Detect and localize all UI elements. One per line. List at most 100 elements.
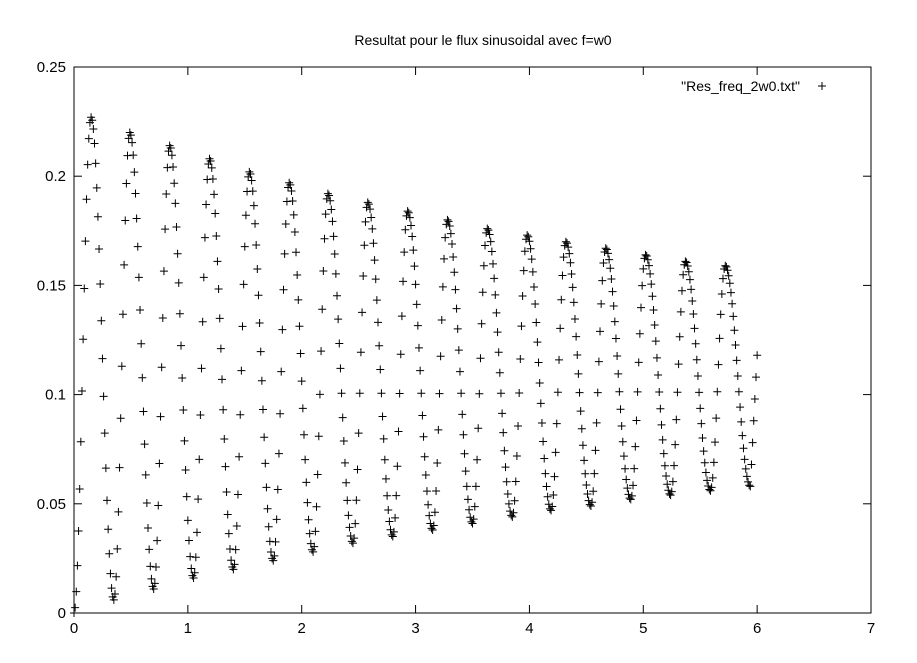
data-point (409, 246, 418, 255)
data-point (286, 180, 295, 189)
data-point (586, 501, 595, 510)
data-point (420, 452, 429, 461)
data-point (641, 250, 650, 259)
data-point (368, 224, 377, 233)
data-point (648, 292, 657, 301)
data-point (181, 465, 190, 474)
data-point (531, 299, 540, 308)
data-point (561, 237, 570, 246)
data-point (679, 270, 688, 279)
data-point (99, 392, 108, 401)
data-point (451, 285, 460, 294)
data-point (516, 355, 525, 364)
data-point (178, 373, 187, 382)
data-point (430, 508, 439, 517)
data-point (319, 267, 328, 276)
data-point (212, 232, 221, 241)
data-point (592, 418, 601, 427)
data-point (549, 490, 558, 499)
data-point (438, 282, 447, 291)
data-point (730, 326, 739, 335)
data-point (88, 116, 97, 125)
data-point (617, 422, 626, 431)
data-point (631, 442, 640, 451)
data-point (270, 551, 279, 560)
data-point (737, 417, 746, 426)
data-point (372, 296, 381, 305)
data-point (252, 241, 261, 250)
data-point (189, 574, 198, 583)
data-point (629, 481, 638, 490)
data-point (293, 271, 302, 280)
data-point (329, 232, 338, 241)
data-point (361, 217, 370, 226)
data-point (693, 372, 702, 381)
data-point (511, 477, 520, 486)
data-point (288, 197, 297, 206)
data-point (334, 315, 343, 324)
data-point (609, 301, 618, 310)
data-point (508, 512, 517, 521)
data-point (191, 553, 200, 562)
data-point (454, 346, 463, 355)
data-point (500, 446, 509, 455)
data-point (536, 399, 545, 408)
data-point (122, 179, 131, 188)
data-point (326, 196, 335, 205)
data-point (623, 484, 632, 493)
data-point (691, 339, 700, 348)
data-point (317, 347, 326, 356)
data-point (345, 523, 354, 532)
data-point (230, 560, 239, 569)
data-point (331, 269, 340, 278)
data-point (257, 376, 266, 385)
data-point (363, 198, 372, 207)
data-point (95, 245, 104, 254)
data-point (729, 312, 738, 321)
data-point (79, 335, 88, 344)
data-point (384, 506, 393, 515)
data-point (463, 495, 472, 504)
data-point (533, 338, 542, 347)
data-point (98, 354, 107, 363)
data-point (90, 139, 99, 148)
data-point (169, 163, 178, 172)
data-point (458, 410, 467, 419)
data-point (399, 277, 408, 286)
data-point (646, 269, 655, 278)
data-point (114, 507, 123, 516)
data-point (541, 469, 550, 478)
data-point (689, 310, 698, 319)
data-point (437, 315, 446, 324)
data-point (582, 481, 591, 490)
data-point (680, 260, 689, 269)
x-tick-label: 4 (525, 620, 533, 637)
data-point (424, 500, 433, 509)
data-point (580, 456, 589, 465)
data-point (597, 299, 606, 308)
data-point (254, 291, 263, 300)
data-point (247, 176, 256, 185)
data-point (112, 572, 121, 581)
data-point (660, 461, 669, 470)
data-point (395, 389, 404, 398)
data-point (649, 306, 658, 315)
data-point (183, 516, 192, 525)
data-point (302, 478, 311, 487)
data-point (726, 288, 735, 297)
data-point (667, 487, 676, 496)
data-point (502, 477, 511, 486)
data-point (616, 405, 625, 414)
data-point (666, 491, 675, 500)
data-point (305, 529, 314, 538)
data-point (179, 405, 188, 414)
data-point (360, 241, 369, 250)
data-point (303, 498, 312, 507)
data-point (518, 292, 527, 301)
data-point (123, 151, 132, 160)
data-point (664, 486, 673, 495)
data-point (246, 170, 255, 179)
data-point (182, 492, 191, 501)
data-point (281, 219, 290, 228)
data-point (297, 377, 306, 386)
